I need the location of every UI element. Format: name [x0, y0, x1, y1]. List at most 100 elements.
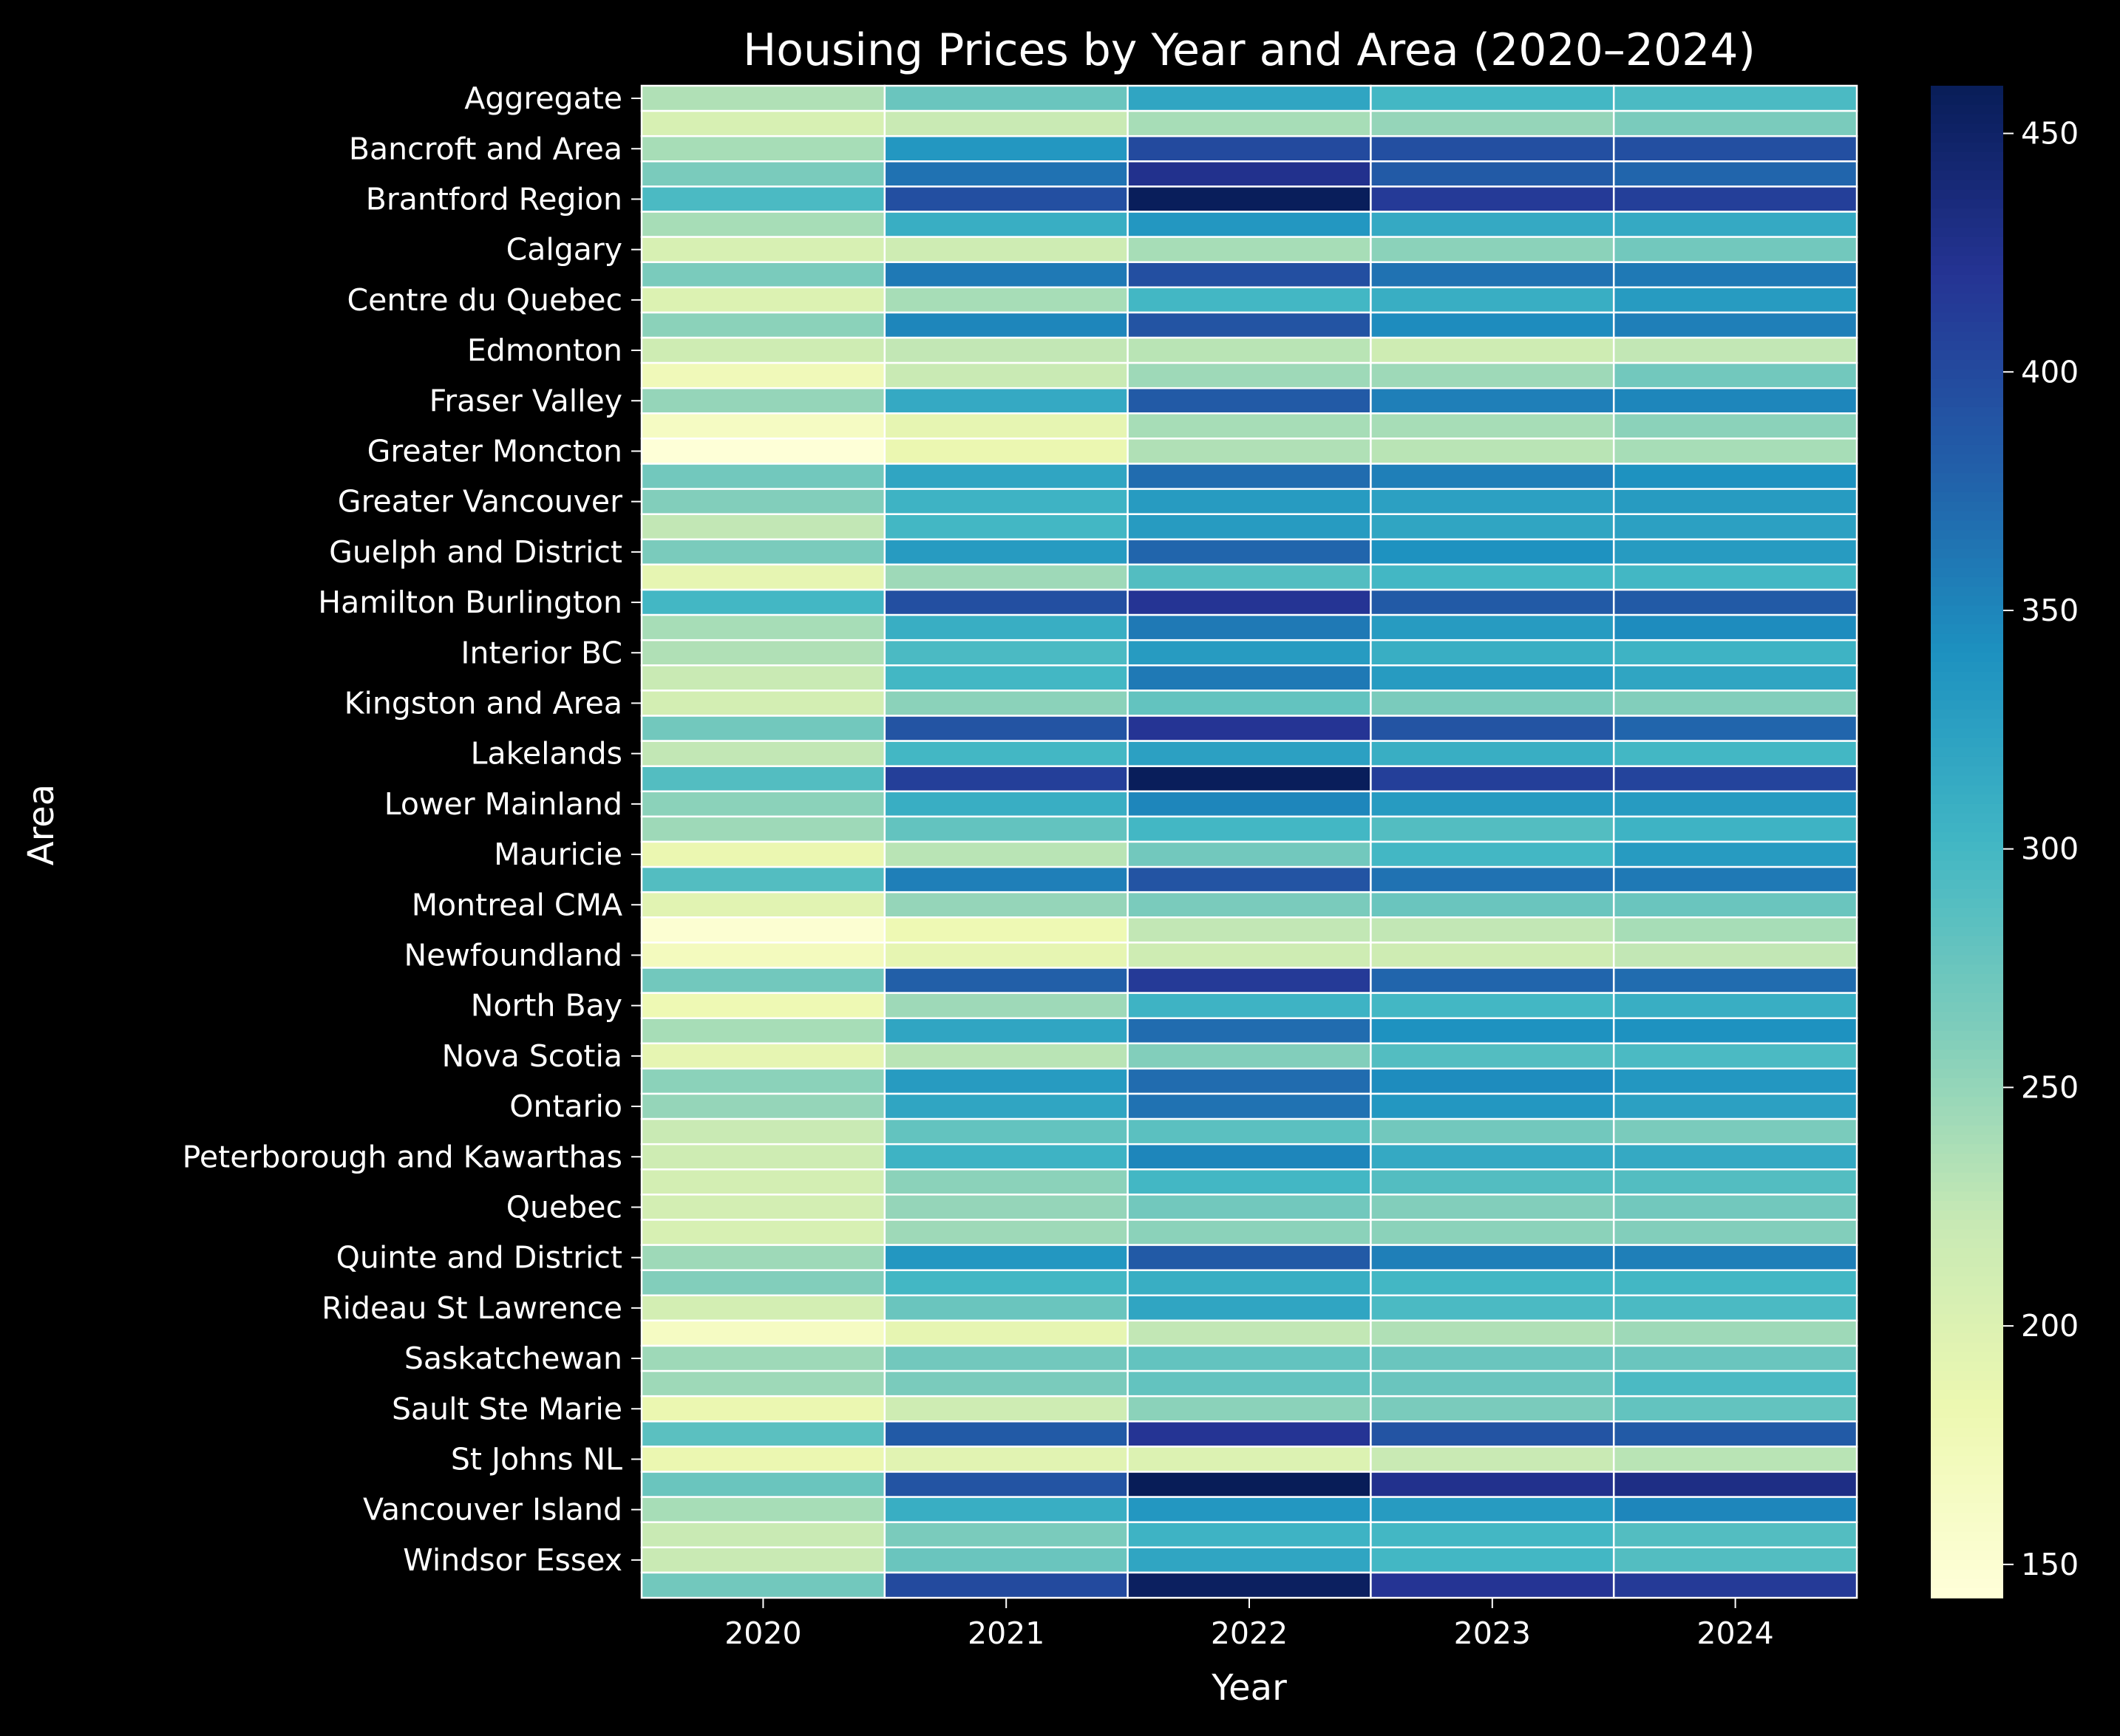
heatmap-cell [640, 1446, 886, 1473]
heatmap-cell [640, 1067, 886, 1095]
heatmap-cell [640, 1521, 886, 1549]
colorbar-segment [1931, 463, 2003, 474]
colorbar-segment [1931, 1191, 2003, 1202]
colorbar-segment [1931, 1465, 2003, 1476]
colorbar-segment [1931, 908, 2003, 919]
heatmap-cell [883, 1319, 1129, 1347]
heatmap-cell [1127, 1369, 1372, 1398]
colorbar-segment [1931, 1219, 2003, 1230]
heatmap-cell [883, 715, 1129, 742]
colorbar-segment [1931, 1531, 2003, 1542]
colorbar-segment [1931, 152, 2003, 163]
heatmap-cell [883, 1496, 1129, 1523]
colorbar-segment [1931, 870, 2003, 880]
x-axis: 2020 2021 2022 2023 2024 [724, 1598, 1774, 1651]
heatmap-cell [1612, 438, 1858, 465]
colorbar-segment [1931, 1371, 2003, 1381]
colorbar-segment [1931, 983, 2003, 994]
heatmap-cell [1370, 538, 1615, 566]
heatmap-cell [883, 538, 1129, 566]
heatmap-cell [1127, 1471, 1372, 1498]
colorbar-segment [1931, 1040, 2003, 1051]
y-tick-label: Mauricie [494, 837, 622, 872]
heatmap-cell [1612, 891, 1858, 919]
heatmap-cell [1612, 1369, 1858, 1398]
heatmap-cell [1370, 1294, 1615, 1322]
colorbar-segment [1931, 728, 2003, 739]
colorbar-segment [1931, 397, 2003, 408]
colorbar-segment [1931, 1588, 2003, 1599]
heatmap-cell [1127, 1546, 1372, 1574]
heatmap-cell [883, 1194, 1129, 1221]
heatmap-cell [1370, 840, 1615, 868]
heatmap-cell [1612, 286, 1858, 314]
heatmap-cell [883, 1571, 1129, 1599]
heatmap-cell [1370, 211, 1615, 238]
colorbar-segment [1931, 312, 2003, 323]
heatmap-cell [1127, 765, 1372, 793]
heatmap-cell [1612, 1571, 1858, 1599]
colorbar-segment [1931, 1361, 2003, 1372]
y-tick-label: Edmonton [467, 333, 622, 368]
heatmap-cell [1370, 361, 1615, 389]
colorbar-segment [1931, 161, 2003, 171]
heatmap-cell [1127, 1017, 1372, 1045]
colorbar-segment [1931, 851, 2003, 862]
colorbar-segment [1931, 1352, 2003, 1363]
heatmap-cell [640, 236, 886, 263]
heatmap-cell [883, 211, 1129, 238]
heatmap-cell [640, 588, 886, 616]
heatmap-cell [1612, 1067, 1858, 1095]
colorbar-segment [1931, 756, 2003, 767]
heatmap-cell [640, 690, 886, 717]
colorbar-segment [1931, 1049, 2003, 1060]
colorbar-segment [1931, 1087, 2003, 1098]
colorbar-segment [1931, 208, 2003, 219]
colorbar-segment [1931, 964, 2003, 975]
colorbar-segment [1931, 832, 2003, 843]
y-axis-label: Area [21, 784, 62, 865]
y-tick-label: Calgary [506, 232, 622, 268]
colorbar-segment [1931, 681, 2003, 692]
colorbar-segment [1931, 568, 2003, 578]
heatmap-cell [1612, 311, 1858, 339]
x-tick-label: 2020 [724, 1616, 801, 1651]
colorbar-segment [1931, 501, 2003, 512]
heatmap-cell [640, 1344, 886, 1372]
heatmap-cell [1612, 992, 1858, 1019]
heatmap-cell [1370, 160, 1615, 188]
heatmap-cell [1612, 1194, 1858, 1221]
colorbar-segment [1931, 1559, 2003, 1570]
y-tick-label: Montreal CMA [412, 887, 622, 922]
heatmap-cell [1127, 488, 1372, 515]
colorbar-segment [1931, 1134, 2003, 1145]
colorbar-segment [1931, 1418, 2003, 1429]
y-tick-label: Brantford Region [366, 181, 622, 217]
colorbar-segment [1931, 766, 2003, 777]
colorbar-segment [1931, 1097, 2003, 1107]
heatmap-cell [1370, 942, 1615, 969]
heatmap-cell [640, 765, 886, 793]
heatmap-cell [1612, 1344, 1858, 1372]
colorbar-segment [1931, 388, 2003, 398]
colorbar-segment [1931, 1503, 2003, 1514]
heatmap-cell [1612, 1143, 1858, 1171]
heatmap-cell [1127, 1042, 1372, 1070]
heatmap-cell [640, 84, 886, 112]
heatmap-cell [640, 1117, 886, 1146]
heatmap-cell [1127, 639, 1372, 667]
heatmap-cell [883, 1369, 1129, 1398]
heatmap-cell [883, 639, 1129, 667]
heatmap-cell [1612, 715, 1858, 742]
heatmap-cell [1370, 488, 1615, 515]
heatmap-cell [1612, 1117, 1858, 1146]
heatmap-cell [883, 160, 1129, 188]
heatmap-cell [1127, 865, 1372, 893]
colorbar-segment [1931, 132, 2003, 143]
heatmap-cell [1127, 1194, 1372, 1221]
colorbar-segment [1931, 473, 2003, 483]
heatmap-cell [640, 1042, 886, 1070]
colorbar-segment [1931, 955, 2003, 966]
heatmap-cell [1612, 513, 1858, 541]
heatmap-cell [1127, 1168, 1372, 1196]
